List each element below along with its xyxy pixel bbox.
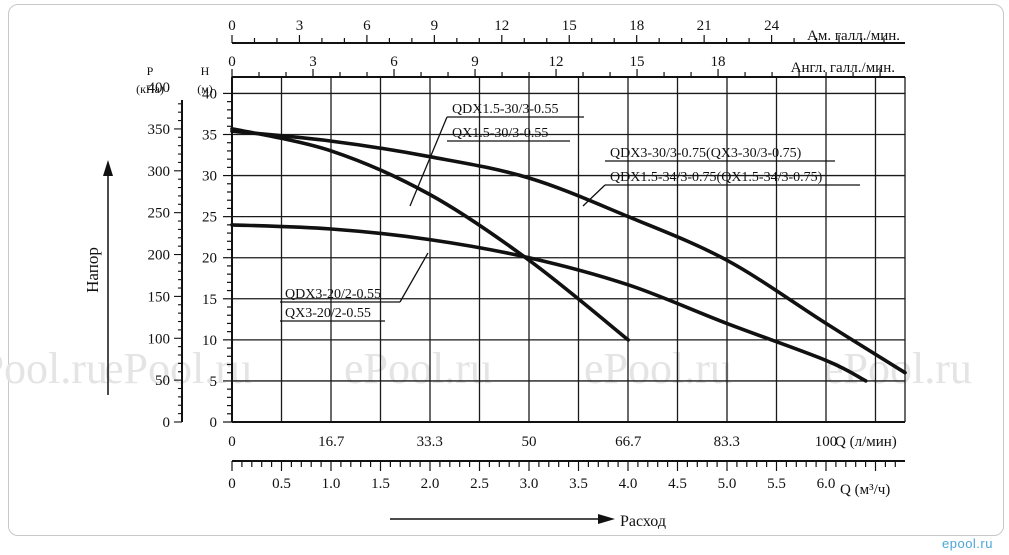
top2-tick-label-18: 18 [711, 54, 726, 70]
h-tick-label-30: 30 [202, 169, 217, 185]
p-tick-label-200: 200 [148, 248, 171, 264]
chart-axes: 0 3 6 9 12 15 18 21 24 Ам. галл./мин. 0 3 6 9 12 15 18 Ан… [83, 18, 905, 530]
chart-grid [232, 77, 906, 422]
x2-tick-label-6.0: 6.0 [817, 476, 836, 492]
x-tick-label-0: 0 [228, 434, 236, 450]
watermark-3: ePool.ru [584, 344, 732, 393]
x2-tick-label-2.5: 2.5 [470, 476, 489, 492]
x2-tick-label-4.0: 4.0 [619, 476, 638, 492]
p-tick-label-400: 400 [148, 80, 171, 96]
watermark-1: ePool.ru [104, 344, 252, 393]
h-tick-label-15: 15 [202, 292, 217, 308]
x2-tick-label-1.0: 1.0 [322, 476, 341, 492]
series-1-leader [409, 116, 448, 207]
flow-arrow-label: Расход [620, 513, 666, 530]
watermark-0: ePool.ru [0, 344, 108, 393]
top1-tick-label-21: 21 [697, 18, 712, 34]
x-tick-label-50: 50 [521, 434, 536, 450]
h-tick-label-5: 5 [210, 374, 218, 390]
top1-tick-label-15: 15 [562, 18, 577, 34]
x2-tick-label-5.5: 5.5 [767, 476, 786, 492]
x-tick-label-100: 100 [815, 434, 838, 450]
top2-tick-label-0: 0 [228, 54, 236, 70]
h-tick-label-20: 20 [202, 251, 217, 267]
x2-tick-label-4.5: 4.5 [668, 476, 687, 492]
curve-series-3 [230, 223, 868, 383]
h-tick-label-0: 0 [210, 415, 218, 431]
h-tick-label-10: 10 [202, 333, 217, 349]
x2-tick-label-1.5: 1.5 [371, 476, 390, 492]
p-tick-label-50: 50 [155, 373, 170, 389]
p-tick-label-350: 350 [148, 122, 171, 138]
top2-tick-label-9: 9 [471, 54, 479, 70]
chart-frame [8, 4, 1004, 536]
epool-logo: epool.ru [942, 536, 993, 551]
x2-tick-label-5.0: 5.0 [718, 476, 737, 492]
x-tick-label-83.3: 83.3 [714, 434, 740, 450]
top1-tick-label-0: 0 [228, 18, 236, 34]
p-tick-label-100: 100 [148, 331, 171, 347]
h-unit-bottom: (м) [197, 82, 213, 96]
series-2-leader [582, 184, 606, 207]
series-1-label-2: QX1.5-30/3-0.55 [452, 126, 548, 141]
x-tick-label-33.3: 33.3 [417, 434, 443, 450]
h-tick-label-25: 25 [202, 210, 217, 226]
x-tick-label-66.7: 66.7 [615, 434, 642, 450]
x2-tick-label-2.0: 2.0 [421, 476, 440, 492]
watermark-2: ePool.ru [344, 344, 492, 393]
top1-tick-label-9: 9 [431, 18, 439, 34]
series-3-label-2: QX3-20/2-0.55 [285, 306, 371, 321]
top1-tick-label-24: 24 [764, 18, 780, 34]
curve-series-2 [230, 129, 907, 375]
series-1-label-1: QDX1.5-30/3-0.55 [452, 102, 559, 117]
series-2-label-2: QDX1.5-34/3-0.75(QX1.5-34/3-0.75) [610, 170, 823, 185]
series-2-label-1: QDX3-30/3-0.75(QX3-30/3-0.75) [610, 146, 802, 161]
top1-tick-label-6: 6 [363, 18, 371, 34]
p-tick-label-250: 250 [148, 206, 171, 222]
top1-axis-label: Ам. галл./мин. [807, 28, 900, 44]
flow-arrow-head [598, 514, 615, 524]
chart-labels: QDX1.5-30/3-0.55 QX1.5-30/3-0.55 QDX3-30/3… [280, 102, 860, 322]
top2-tick-label-3: 3 [309, 54, 317, 70]
top1-tick-label-12: 12 [494, 18, 509, 34]
h-tick-label-40: 40 [202, 86, 217, 102]
h-unit-top: H [201, 64, 210, 78]
series-3-label-1: QDX3-20/2-0.55 [285, 287, 381, 302]
top2-tick-label-15: 15 [630, 54, 645, 70]
curve-series-1 [230, 126, 630, 342]
top2-tick-label-6: 6 [390, 54, 398, 70]
x-axis-label: Q (л/мин) [835, 434, 897, 450]
top2-axis-label: Англ. галл./мин. [791, 60, 895, 76]
x-tick-label-16.7: 16.7 [318, 434, 345, 450]
top1-tick-label-18: 18 [629, 18, 644, 34]
p-tick-label-150: 150 [148, 289, 171, 305]
top2-tick-label-12: 12 [549, 54, 564, 70]
head-arrow-head [103, 160, 113, 176]
x2-tick-label-3.0: 3.0 [520, 476, 539, 492]
p-tick-label-300: 300 [148, 164, 171, 180]
series-3-leader [399, 252, 429, 303]
top1-tick-label-3: 3 [296, 18, 304, 34]
p-tick-label-0: 0 [163, 415, 171, 431]
x2-tick-label-0: 0 [228, 476, 236, 492]
chart-curves [230, 126, 907, 383]
x2-tick-label-3.5: 3.5 [569, 476, 588, 492]
h-tick-label-35: 35 [202, 128, 217, 144]
head-arrow-label: Напор [83, 247, 102, 293]
p-unit-top: P [147, 64, 154, 78]
x2-axis-label: Q (м³/ч) [840, 482, 890, 498]
x2-tick-label-0.5: 0.5 [272, 476, 291, 492]
p-unit-bottom: (кПа) [136, 82, 164, 96]
